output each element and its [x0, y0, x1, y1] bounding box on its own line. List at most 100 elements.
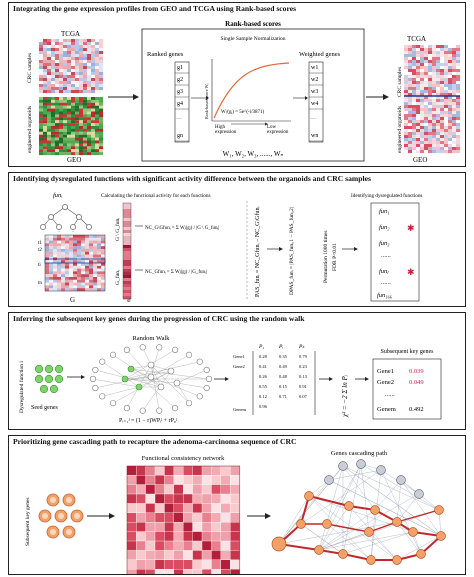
fcn-cell [192, 560, 202, 569]
curve-ylabel: Rank-based score Wᵢ [204, 83, 209, 119]
heatmap-cell [416, 54, 421, 58]
heatmap-cell [416, 48, 421, 52]
heatmap-cell [39, 120, 44, 124]
heatmap-cell [65, 265, 70, 269]
heatmap-cell [448, 84, 453, 88]
heatmap-cell [416, 81, 421, 85]
heatmap-cell [85, 288, 90, 292]
heatmap-cell [456, 123, 461, 127]
heatmap-cell [39, 134, 44, 138]
heatmap-cell [39, 102, 44, 106]
heatmap-cell [93, 268, 98, 272]
heatmap-cell [51, 117, 56, 121]
g-label: G [70, 296, 75, 304]
heatmap-cell [444, 117, 449, 121]
heatmap-cell [79, 131, 84, 135]
heatmap-cell [456, 57, 461, 61]
heatmap-cell [440, 87, 445, 91]
heatmap-cell [47, 97, 52, 100]
fcn-cell [183, 484, 193, 494]
heatmap-cell [436, 60, 441, 64]
heatmap-cell [77, 268, 82, 272]
heatmap-cell [47, 69, 52, 73]
heatmap-cell [436, 57, 441, 61]
cascade-edge [342, 465, 442, 537]
heatmap-cell [49, 260, 54, 264]
heatmap-cell [79, 152, 84, 156]
heatmap-cell [424, 102, 429, 106]
heatmap-cell [412, 63, 417, 67]
fcn-cell [145, 550, 155, 560]
key-gene-m-name: Genem [377, 406, 396, 413]
heatmap-cell [77, 277, 82, 280]
heatmap-cell [456, 147, 461, 151]
heatmap-cell [43, 60, 48, 64]
heatmap-cell [424, 78, 429, 82]
heatmap-cell [444, 63, 449, 67]
matrix-value: 0.91 [299, 384, 307, 389]
rw-edge [130, 368, 176, 409]
heatmap-cell [424, 60, 429, 64]
heatmap-cell [51, 99, 56, 103]
heatmap-cell [85, 282, 90, 286]
fcn-cell [164, 466, 174, 475]
heatmap-cell [91, 45, 96, 49]
fcn-cell [155, 541, 165, 551]
heatmap-cell [59, 63, 64, 67]
cascade-node [392, 555, 402, 565]
heatmap-cell [456, 126, 461, 130]
heatmap-cell [416, 75, 421, 79]
heatmap-cell [73, 285, 78, 289]
fcn-cell [136, 531, 146, 541]
heatmap-cell [428, 102, 433, 106]
heatmap-cell [99, 90, 104, 94]
heatmap-cell [45, 265, 50, 269]
heatmap-cell [420, 57, 425, 61]
heatmap-cell [71, 102, 76, 106]
heatmap-cell [77, 271, 82, 275]
rw-node [92, 384, 99, 392]
heatmap-cell [71, 137, 76, 141]
cascade-node [356, 459, 366, 469]
heatmap-cell [67, 90, 72, 94]
heatmap-cell [424, 63, 429, 67]
heatmap-cell [91, 57, 96, 61]
heatmap-cell [91, 149, 96, 153]
fcn-cell [183, 522, 193, 532]
heatmap-cell [67, 81, 72, 85]
heatmap-cell [436, 111, 441, 115]
rw-inner-node [167, 367, 175, 375]
heatmap-cell [424, 81, 429, 85]
heatmap-cell [416, 84, 421, 88]
heatmap-cell [440, 57, 445, 61]
heatmap-cell [424, 144, 429, 148]
heatmap-cell [51, 114, 56, 118]
heatmap-cell [440, 108, 445, 112]
heatmap-cell [49, 249, 54, 252]
fcn-cell [211, 531, 221, 541]
heatmap-cell [444, 93, 449, 97]
cascade-edge [396, 521, 422, 555]
heatmap-cell [43, 45, 48, 49]
heatmap-cell [99, 48, 104, 52]
heatmap-cell [440, 75, 445, 79]
heatmap-cell [79, 97, 84, 100]
heatmap-cell [412, 90, 417, 94]
heatmap-cell [101, 288, 106, 292]
heatmap-cell [452, 144, 457, 148]
heatmap-cell [99, 78, 104, 82]
fcn-cell [230, 560, 240, 569]
rw-edge [150, 354, 190, 378]
panel4-title: Prioritizing gene cascading path to reca… [13, 437, 297, 446]
fcn-cell [145, 513, 155, 522]
heatmap-cell [63, 143, 68, 147]
heatmap-cell [412, 105, 417, 109]
heatmap-cell [444, 84, 449, 88]
cascade-edge [396, 479, 402, 523]
fcn-cell [136, 550, 146, 560]
gene-item: g3 [177, 89, 183, 95]
heatmap-cell [71, 45, 76, 49]
heatmap-cell [81, 277, 86, 280]
cascade-edge [396, 535, 442, 561]
heatmap-cell [75, 42, 80, 46]
